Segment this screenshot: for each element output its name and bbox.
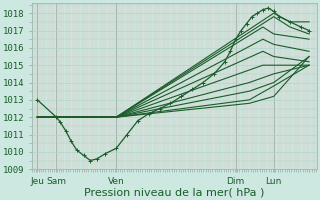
X-axis label: Pression niveau de la mer( hPa ): Pression niveau de la mer( hPa ) (84, 187, 265, 197)
